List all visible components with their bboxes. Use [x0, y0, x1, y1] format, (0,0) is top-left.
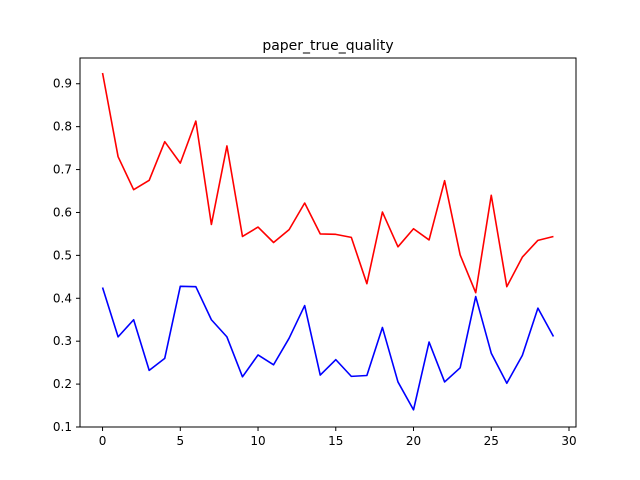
y-tick-label: 0.6	[53, 205, 72, 219]
x-tick-label: 25	[484, 434, 499, 448]
series-layer	[101, 72, 555, 411]
y-tick-label: 0.7	[53, 163, 72, 177]
y-tick-label: 0.1	[53, 420, 72, 434]
y-tick-label: 0.5	[53, 248, 72, 262]
x-axis: 0 5 10 15 20 25 30	[99, 427, 577, 448]
x-tick-label: 30	[561, 434, 576, 448]
x-tick-label: 0	[99, 434, 107, 448]
x-tick-label: 15	[328, 434, 343, 448]
x-tick-label: 5	[176, 434, 184, 448]
y-tick-label: 0.4	[53, 291, 72, 305]
y-tick-label: 0.2	[53, 377, 72, 391]
y-tick-label: 0.3	[53, 334, 72, 348]
plot-frame	[79, 57, 577, 428]
y-tick-label: 0.8	[53, 120, 72, 134]
y-tick-label: 0.9	[53, 77, 72, 91]
series-line-1	[101, 72, 554, 294]
chart-title: paper_true_quality	[262, 38, 393, 54]
series-line-2	[101, 285, 555, 411]
y-axis: 0.1 0.2 0.3 0.4 0.5 0.6 0.7 0.8 0.9	[53, 77, 80, 434]
x-tick-label: 20	[406, 434, 421, 448]
x-tick-label: 10	[250, 434, 265, 448]
